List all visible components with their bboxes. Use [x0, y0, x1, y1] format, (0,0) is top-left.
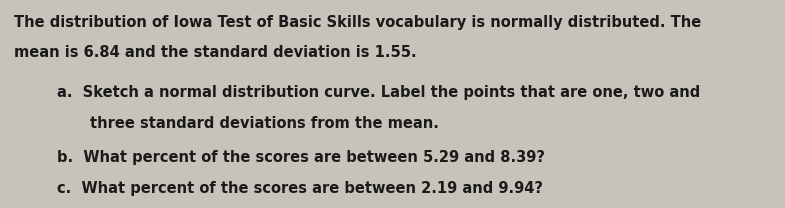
Text: The distribution of Iowa Test of Basic Skills vocabulary is normally distributed: The distribution of Iowa Test of Basic S…: [14, 15, 701, 30]
Text: a.  Sketch a normal distribution curve. Label the points that are one, two and: a. Sketch a normal distribution curve. L…: [57, 85, 699, 100]
Text: b.  What percent of the scores are between 5.29 and 8.39?: b. What percent of the scores are betwee…: [57, 150, 545, 165]
Text: three standard deviations from the mean.: three standard deviations from the mean.: [90, 116, 439, 131]
Text: c.  What percent of the scores are between 2.19 and 9.94?: c. What percent of the scores are betwee…: [57, 181, 542, 196]
Text: mean is 6.84 and the standard deviation is 1.55.: mean is 6.84 and the standard deviation …: [14, 45, 417, 60]
